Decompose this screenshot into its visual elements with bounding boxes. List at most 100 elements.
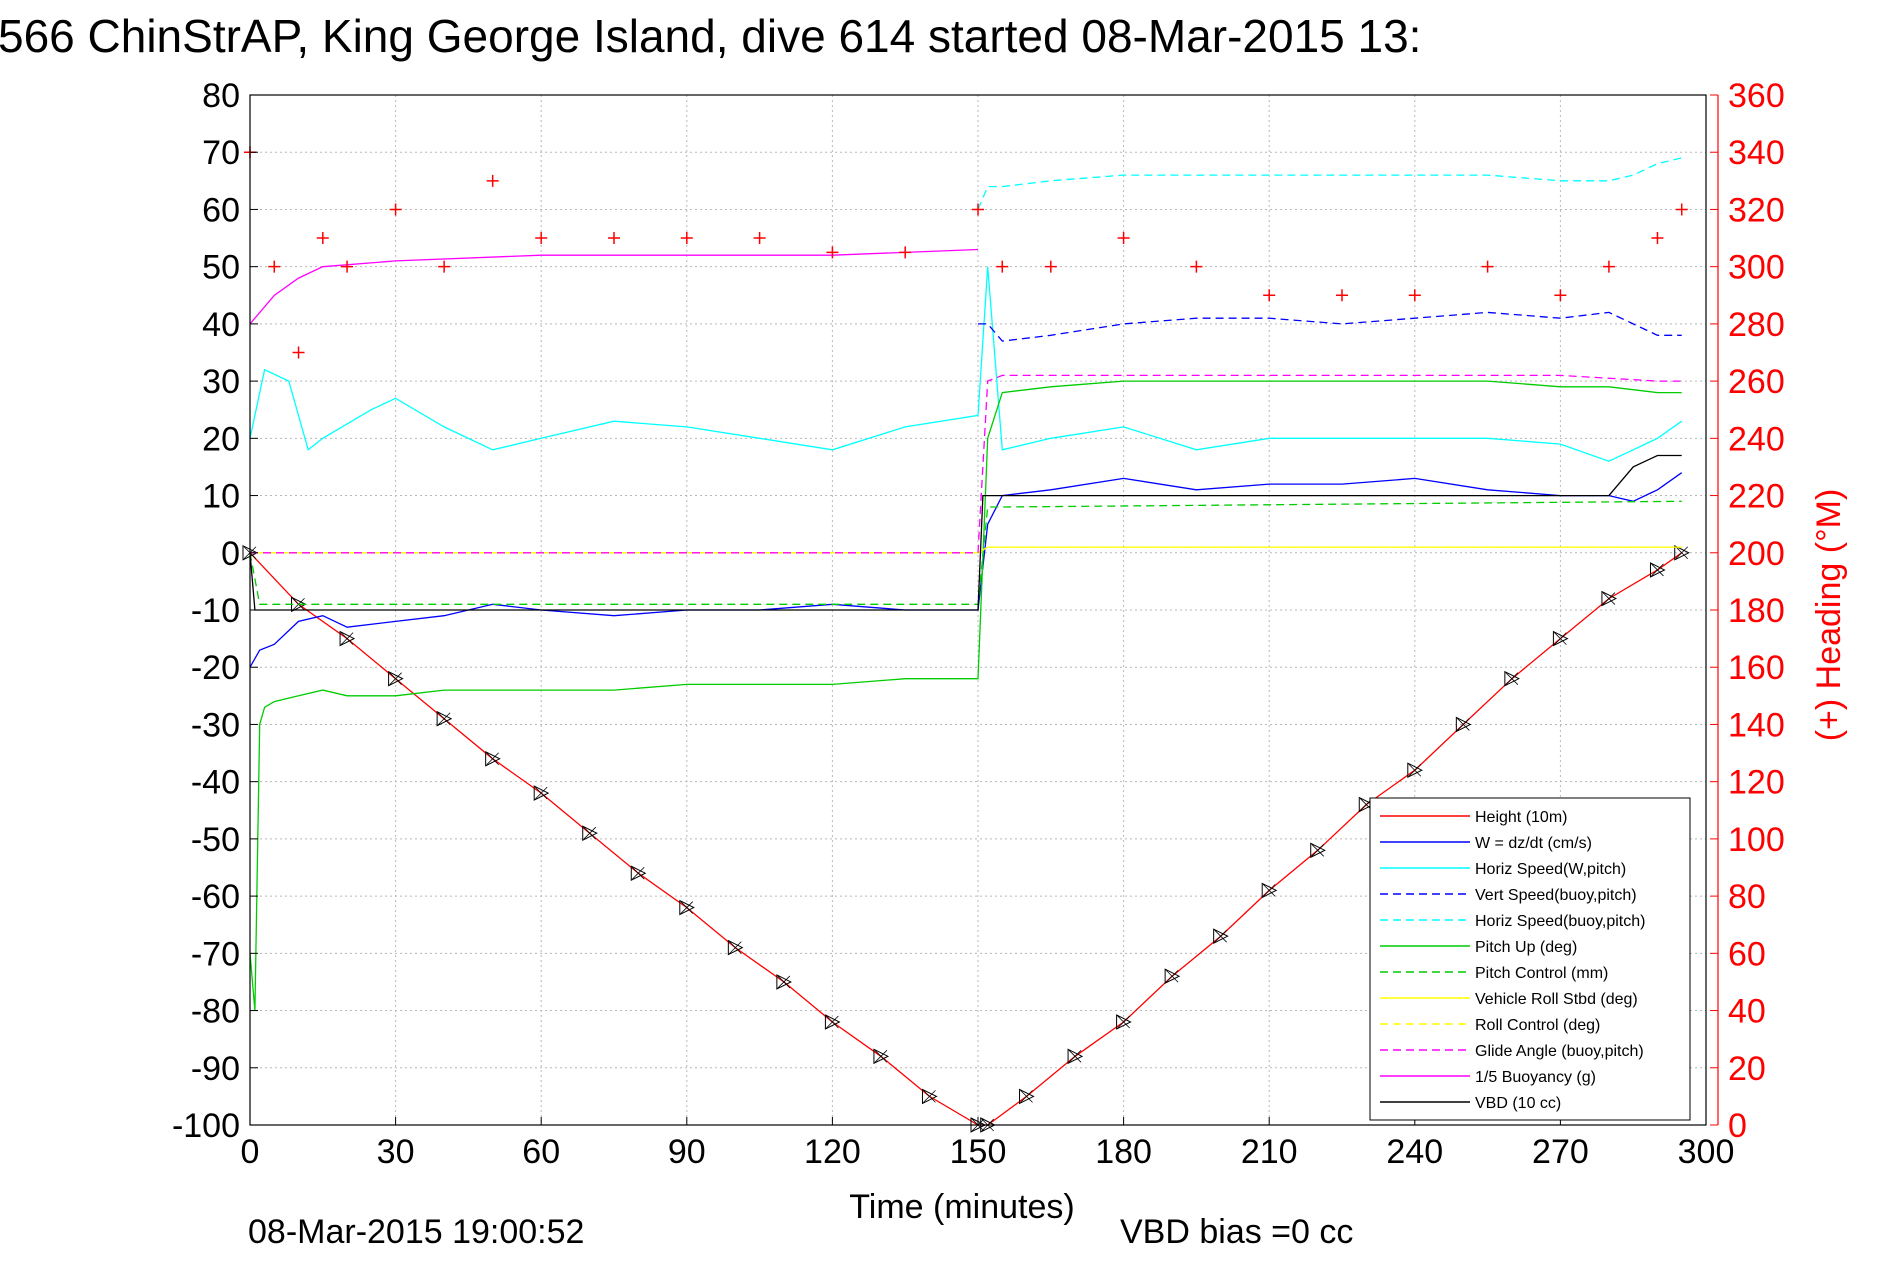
legend-label: Vehicle Roll Stbd (deg)	[1475, 991, 1638, 1008]
series-point-heading-m	[486, 174, 499, 187]
y2-tick-label: 180	[1728, 592, 1785, 630]
y2-tick-label: 300	[1728, 249, 1785, 287]
series-point-height-10m	[630, 865, 647, 882]
y-tick-label: 60	[202, 191, 240, 229]
triangle-marker	[630, 865, 647, 882]
x-marker	[340, 632, 354, 645]
x-marker	[680, 901, 694, 914]
series-point-heading-m	[535, 232, 548, 245]
y2-tick-label: 280	[1728, 306, 1785, 344]
x-marker	[826, 1015, 839, 1029]
legend-box	[1369, 797, 1691, 1121]
x-tick-label: 270	[1532, 1133, 1589, 1171]
y-tick-label: 0	[221, 535, 240, 573]
x-marker	[389, 672, 402, 685]
y-tick-label: 10	[202, 478, 240, 516]
triangle-marker	[873, 1048, 890, 1065]
series-point-height-10m	[727, 939, 744, 956]
triangle-marker	[388, 670, 404, 687]
series-point-height-10m	[1019, 1088, 1035, 1105]
triangle-marker	[339, 630, 356, 647]
x-marker	[534, 786, 548, 800]
triangle-marker	[1552, 630, 1569, 647]
triangle-marker	[727, 939, 744, 956]
y-tick-label: -70	[191, 935, 240, 973]
triangle-marker	[1261, 882, 1278, 899]
x-marker	[923, 1090, 936, 1103]
y2-tick-label: 340	[1728, 134, 1785, 172]
series-point-heading-m	[753, 232, 766, 245]
x-marker	[1311, 844, 1325, 857]
triangle-marker	[1674, 544, 1690, 561]
triangle-marker	[1164, 968, 1181, 985]
legend-label: Horiz Speed(W,pitch)	[1475, 861, 1626, 878]
series-line-glide-angle-buoy-pitch	[250, 374, 1682, 554]
y-tick-label: 30	[202, 363, 240, 401]
triangle-marker	[1067, 1048, 1084, 1065]
legend-label: Height (10m)	[1475, 809, 1567, 826]
y2-tick-label: 100	[1728, 821, 1785, 859]
series-point-height-10m	[1213, 928, 1229, 944]
triangle-marker	[1310, 842, 1326, 859]
y-tick-label: 40	[202, 306, 240, 344]
series-layer	[242, 146, 1690, 1133]
triangle-marker	[1019, 1088, 1035, 1105]
x-tick-label: 300	[1678, 1133, 1735, 1171]
x-marker	[437, 712, 451, 726]
series-point-height-10m	[921, 1088, 938, 1105]
series-line-horiz-speed-buoy-pitch	[977, 157, 1682, 210]
series-point-heading-m	[1263, 289, 1276, 302]
x-marker	[1020, 1090, 1033, 1103]
triangle-marker	[921, 1088, 938, 1105]
series-point-height-10m	[824, 1014, 841, 1030]
series-point-height-10m	[1116, 1014, 1132, 1030]
series-point-height-10m	[436, 710, 453, 727]
triangle-marker	[485, 750, 501, 767]
series-point-heading-m	[438, 260, 451, 273]
x-marker	[1165, 969, 1179, 983]
y-tick-label: 70	[202, 134, 240, 172]
legend-label: W = dz/dt (cm/s)	[1475, 835, 1592, 852]
x-marker	[729, 941, 742, 954]
series-point-height-10m	[1067, 1048, 1084, 1065]
triangle-marker	[436, 710, 453, 727]
x-tick-label: 150	[950, 1133, 1007, 1171]
series-line-pitch-up-deg	[249, 380, 1682, 1011]
y2-tick-label: 80	[1728, 878, 1766, 916]
series-point-height-10m	[776, 974, 792, 990]
y-tick-label: 50	[202, 249, 240, 287]
x-marker	[1068, 1050, 1082, 1063]
x-marker	[1457, 718, 1470, 731]
y2-tick-label: 200	[1728, 535, 1785, 573]
y-tick-label: -100	[172, 1107, 240, 1145]
series-point-heading-m	[292, 346, 305, 359]
triangle-marker	[1455, 716, 1472, 733]
y-tick-label: -90	[191, 1050, 240, 1088]
legend-label: Pitch Up (deg)	[1475, 939, 1577, 956]
y-tick-label: -20	[191, 649, 240, 687]
series-point-height-10m	[339, 630, 356, 647]
series-point-height-10m	[1674, 544, 1690, 561]
series-point-height-10m	[1649, 562, 1666, 578]
series-point-heading-m	[268, 260, 281, 273]
y-tick-label: -80	[191, 993, 240, 1031]
series-point-height-10m	[1601, 590, 1618, 607]
series-point-height-10m	[1552, 630, 1569, 647]
triangle-marker	[582, 825, 598, 841]
y2-tick-label: 320	[1728, 191, 1785, 229]
axis-layer: 0 30 60 90 120 150 180 210 240 270 300-100-90-80-7…	[172, 77, 1785, 1171]
triangle-marker	[1116, 1014, 1132, 1030]
chart-title: 566 ChinStrAP, King George Island, dive …	[0, 10, 1421, 62]
series-point-heading-m	[972, 203, 984, 216]
triangle-marker	[679, 899, 695, 916]
triangle-marker	[1358, 796, 1375, 813]
triangle-marker	[1649, 562, 1666, 578]
series-point-height-10m	[582, 825, 598, 841]
series-point-heading-m	[1044, 260, 1057, 273]
x-tick-label: 30	[377, 1133, 415, 1171]
triangle-marker	[824, 1014, 841, 1030]
series-point-heading-m	[389, 203, 402, 216]
x-tick-label: 120	[804, 1133, 861, 1171]
series-point-height-10m	[533, 785, 550, 801]
series-point-heading-m	[1651, 232, 1664, 245]
